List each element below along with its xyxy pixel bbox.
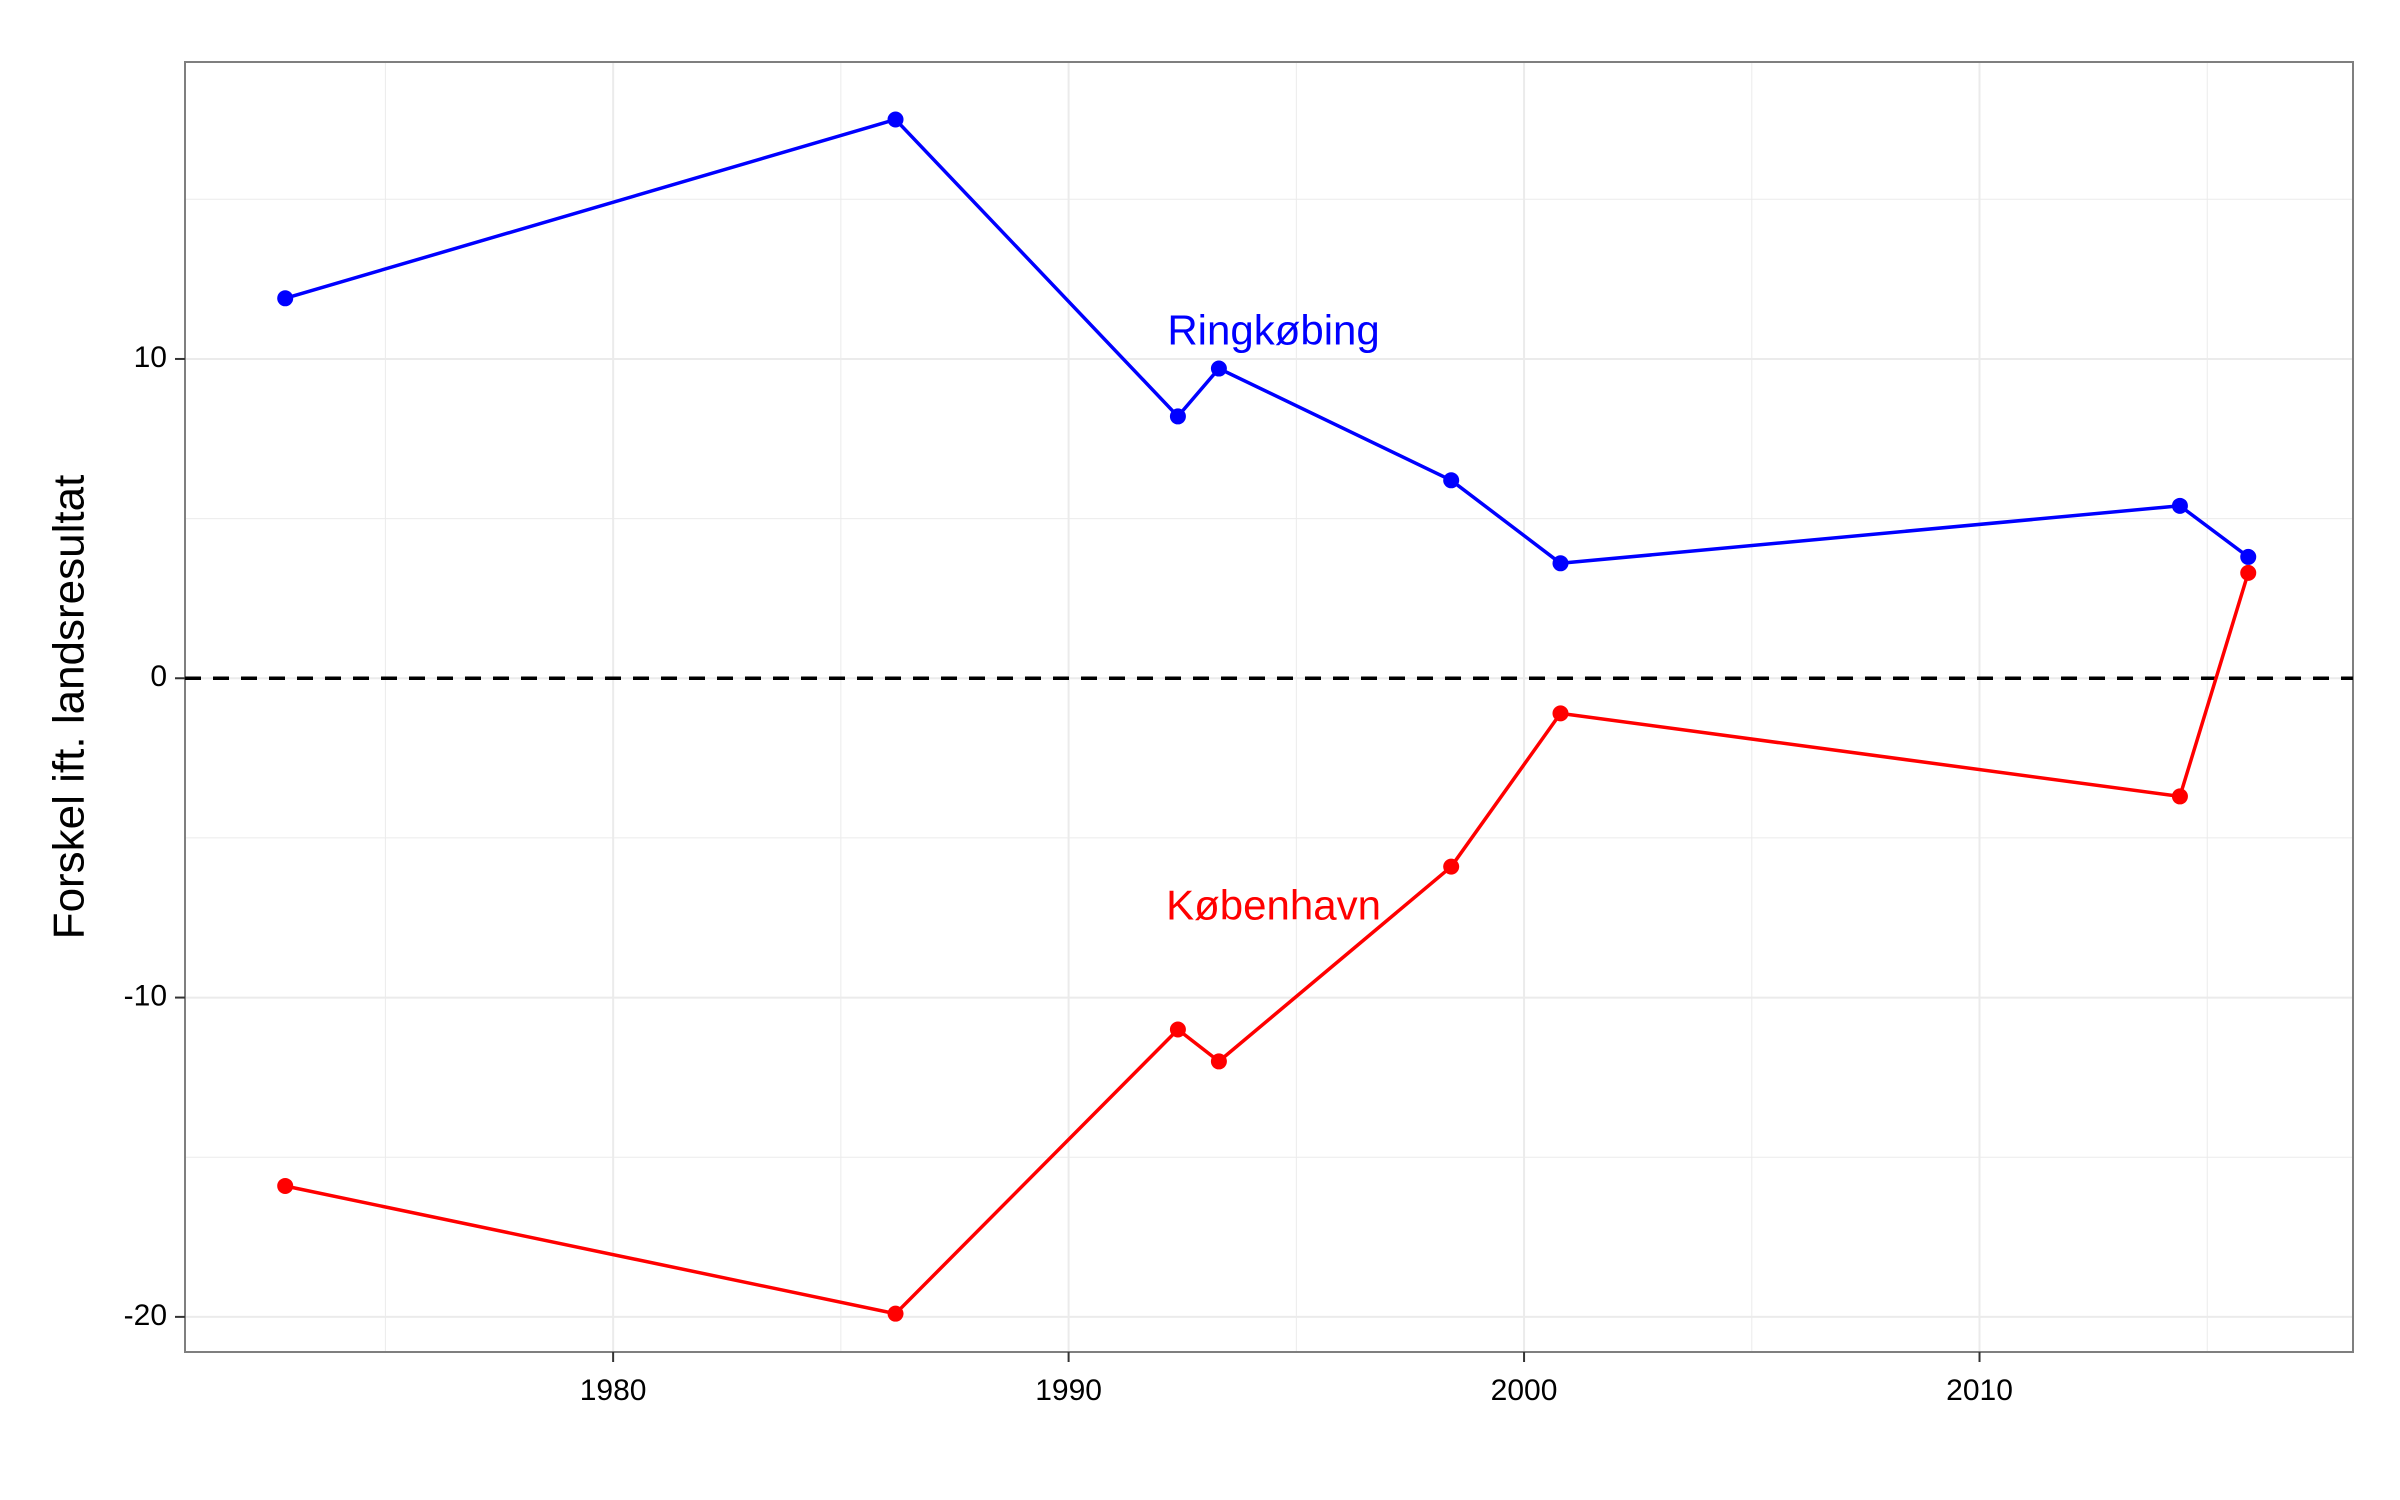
data-point — [1169, 1021, 1186, 1038]
series-annotations: Ringkøbing København — [1166, 307, 1381, 929]
x-tick-label: 1990 — [1035, 1374, 1102, 1407]
series-group — [277, 111, 2257, 1322]
plot-panel-border — [184, 61, 2354, 1353]
x-tick-label: 1980 — [580, 1374, 647, 1407]
y-tick-label: 10 — [134, 341, 167, 374]
series-line — [284, 117, 2250, 566]
data-point — [2240, 548, 2257, 565]
data-point — [1443, 858, 1460, 875]
data-point — [887, 1305, 904, 1322]
data-point — [1210, 1053, 1227, 1070]
series-annotation-label: Ringkøbing — [1167, 307, 1379, 354]
y-axis-title: Forskel ift. landsresultat — [45, 475, 94, 940]
y-tick-label: -10 — [124, 979, 167, 1012]
data-point — [2240, 564, 2257, 581]
data-point — [1552, 705, 1569, 722]
y-tick-label: -20 — [124, 1299, 167, 1332]
grid-lines — [185, 62, 2353, 1352]
x-tick-label: 2010 — [1946, 1374, 2013, 1407]
data-point — [1169, 408, 1186, 425]
data-point — [2171, 497, 2188, 514]
series-annotation-label: København — [1166, 881, 1381, 928]
axes: 1980 1990 2000 2010 -20 -10 0 10 — [124, 341, 2013, 1407]
data-point — [887, 111, 904, 128]
y-tick-label: 0 — [150, 660, 167, 693]
series-1 — [277, 564, 2257, 1322]
data-point — [1443, 472, 1460, 489]
data-point — [277, 290, 294, 307]
data-point — [277, 1177, 294, 1194]
data-point — [1552, 555, 1569, 572]
data-point — [2171, 788, 2188, 805]
series-0 — [277, 111, 2257, 572]
x-tick-label: 2000 — [1491, 1374, 1558, 1407]
series-line — [284, 572, 2250, 1316]
data-point — [1210, 360, 1227, 377]
